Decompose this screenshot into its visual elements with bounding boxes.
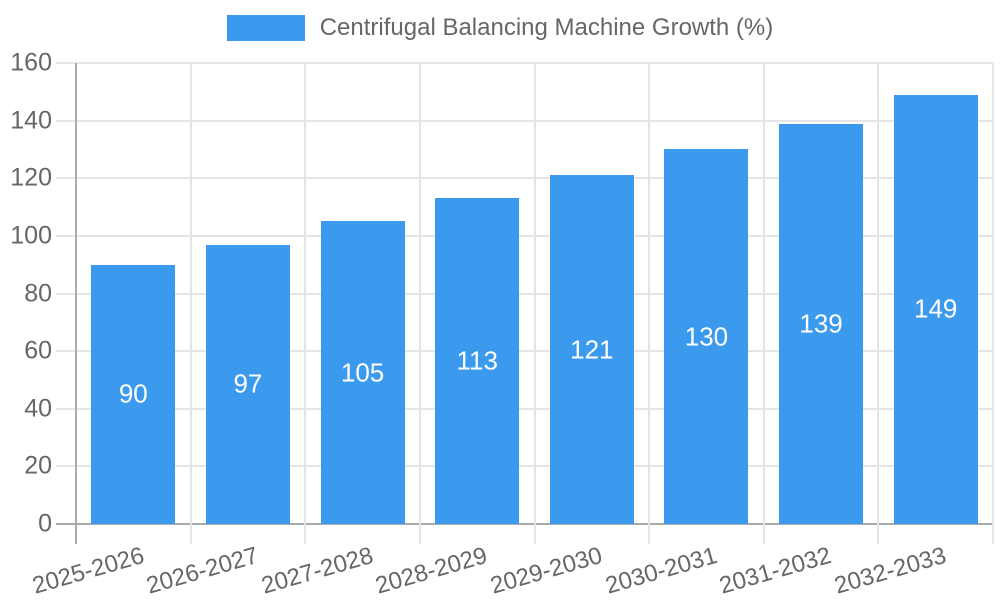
bar-value-label: 97: [233, 368, 263, 399]
x-gridline: [648, 63, 651, 544]
bar-2032-2033[interactable]: [893, 94, 978, 524]
y-gridline: [56, 350, 993, 353]
x-tick-label: 2030-2031: [602, 542, 720, 600]
bar-value-label: 121: [570, 334, 614, 365]
y-gridline: [56, 292, 993, 295]
bar-2030-2031[interactable]: [664, 149, 749, 524]
y-axis-line: [75, 63, 77, 544]
bar-2028-2029[interactable]: [435, 198, 520, 524]
y-gridline: [56, 465, 993, 468]
y-tick-label: 80: [24, 279, 52, 307]
bar-2025-2026[interactable]: [91, 264, 176, 524]
legend-swatch: [226, 15, 305, 41]
x-tick-label: 2025-2026: [28, 542, 147, 600]
y-tick-label: 100: [10, 221, 52, 250]
x-axis-line: [56, 523, 993, 525]
bar-value-label: 149: [913, 293, 958, 324]
x-tick-label: 2029-2030: [487, 542, 606, 600]
x-gridline: [304, 63, 307, 544]
x-gridline: [189, 63, 192, 544]
legend[interactable]: Centrifugal Balancing Machine Growth (%): [0, 14, 1000, 42]
y-gridline: [56, 177, 993, 180]
bar-value-label: 105: [340, 357, 385, 388]
bar-2031-2032[interactable]: [779, 123, 864, 524]
bar-2029-2030[interactable]: [549, 175, 634, 524]
x-tick-label: 2026-2027: [143, 542, 262, 600]
y-tick-label: 60: [24, 336, 52, 365]
y-tick-label: 140: [10, 106, 52, 135]
bar-value-label: 139: [799, 308, 843, 339]
y-tick-label: 40: [24, 394, 52, 423]
y-tick-label: 160: [10, 48, 52, 77]
x-tick-label: 2028-2029: [372, 542, 491, 600]
bar-value-label: 130: [684, 321, 729, 352]
x-gridline: [877, 63, 880, 544]
y-tick-label: 0: [38, 509, 52, 538]
bar-2026-2027[interactable]: [205, 244, 290, 524]
x-gridline: [418, 63, 421, 544]
bar-value-label: 113: [456, 345, 498, 376]
legend-label: Centrifugal Balancing Machine Growth (%): [319, 14, 774, 41]
y-gridline: [56, 234, 993, 237]
x-gridline: [992, 63, 994, 544]
x-gridline: [762, 63, 765, 544]
y-gridline: [56, 119, 993, 122]
x-gridline: [533, 63, 536, 544]
x-tick-label: 2031-2032: [716, 542, 835, 600]
bar-2027-2028[interactable]: [320, 221, 405, 524]
y-tick-label: 120: [10, 163, 52, 192]
y-tick-label: 20: [24, 451, 52, 480]
bar-value-label: 90: [118, 378, 148, 409]
x-tick-label: 2027-2028: [258, 542, 377, 600]
y-gridline: [56, 62, 993, 64]
y-gridline: [56, 407, 993, 410]
x-tick-label: 2032-2033: [831, 542, 950, 600]
